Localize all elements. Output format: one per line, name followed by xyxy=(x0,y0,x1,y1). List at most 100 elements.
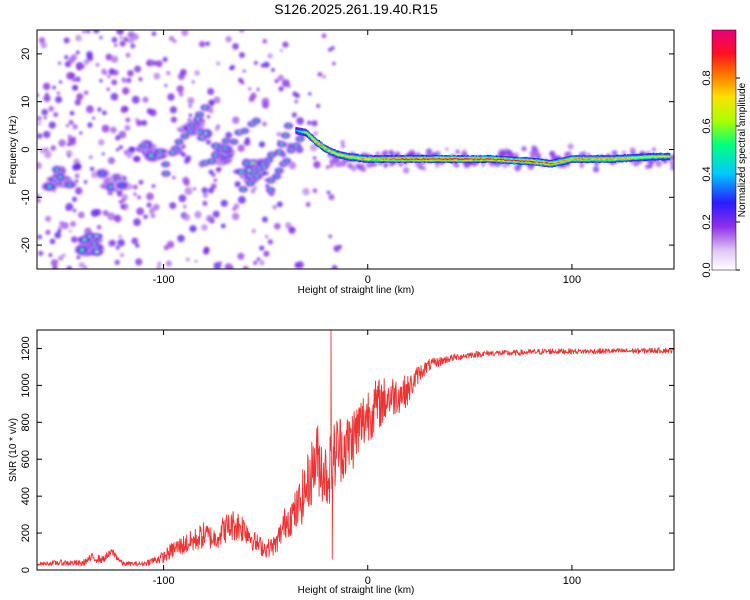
spectrogram-speckle xyxy=(308,92,312,96)
spectrogram-ridge-cell xyxy=(526,160,529,163)
spectrogram-speckle xyxy=(37,133,43,139)
spectrogram-ridge-cell xyxy=(581,158,584,160)
spectrogram-speckle xyxy=(242,69,246,73)
snr-x-tick-label: 0 xyxy=(365,575,371,587)
spectrogram-ridge-cell xyxy=(624,157,626,160)
spectrogram-ridge-cell xyxy=(568,158,571,161)
spectrogram-ridge-cell xyxy=(518,160,521,162)
spectrogram-streak-blob xyxy=(275,175,278,178)
spectrogram-ridge-cell xyxy=(596,158,599,160)
spectrogram-ridge-cell xyxy=(495,157,498,161)
spectrogram-speckle xyxy=(226,264,234,269)
spectrogram-ridge-cell xyxy=(656,156,659,158)
spectrogram-speckle xyxy=(549,150,556,158)
spectrogram-speckle xyxy=(265,235,269,239)
spectrogram-ridge-cell xyxy=(474,158,476,160)
spectrogram-ridge-cell xyxy=(642,156,645,159)
spectrogram-speckle xyxy=(445,147,449,151)
spectrogram-ridge-cell xyxy=(644,156,646,158)
spectrogram-ridge-cell xyxy=(546,162,549,164)
spectrogram-ridge-cell xyxy=(482,158,485,161)
spectrogram-cluster-blob xyxy=(148,154,154,157)
spectrogram-speckle xyxy=(131,237,139,245)
spectrogram-ridge-cell xyxy=(309,135,312,137)
spectrogram-speckle xyxy=(232,206,237,212)
spectrogram-cluster-blob xyxy=(250,162,256,165)
spectrogram-speckle xyxy=(72,208,77,213)
spectrogram-speckle xyxy=(131,95,140,104)
spectrogram-ridge-cell xyxy=(475,158,478,160)
spectrogram-speckle xyxy=(321,33,327,39)
spectrogram-speckle xyxy=(118,234,123,239)
spectrogram-streak-blob xyxy=(250,123,254,125)
spectrogram-speckle xyxy=(216,61,221,66)
snr-y-label: SNR (10 * v/v) xyxy=(8,418,19,482)
spectrogram-speckle xyxy=(276,131,282,137)
spectrogram-speckle xyxy=(313,130,318,136)
spectrogram-speckle xyxy=(86,51,93,58)
spectrogram-ridge-cell xyxy=(532,161,535,163)
spectrogram-ridge-cell xyxy=(636,157,639,159)
spectrogram-speckle xyxy=(149,210,153,214)
spectrogram-ridge-cell xyxy=(296,130,299,132)
spectrogram-ridge-cell xyxy=(335,153,338,155)
spectrogram-ridge-cell xyxy=(396,158,399,161)
spectrogram-speckle xyxy=(258,141,266,148)
spectrogram-speckle xyxy=(187,97,195,105)
spectrogram-ridge-cell xyxy=(496,158,499,161)
spectrogram-ridge-cell xyxy=(495,159,498,161)
spectrogram-ridge-cell xyxy=(649,156,652,158)
spectrogram-speckle xyxy=(455,149,460,154)
spectrogram-cluster-blob xyxy=(82,238,87,241)
spectrogram-ridge-cell xyxy=(454,158,456,160)
spectrogram-speckle xyxy=(72,124,78,130)
spectrogram-ridge-cell xyxy=(406,157,409,160)
spectrogram-streak-blob xyxy=(248,182,252,185)
spectrogram-speckle xyxy=(82,30,86,34)
spectrogram-speckle xyxy=(207,187,214,194)
spectrogram-speckle xyxy=(279,48,283,53)
spectrogram-ridge-cell xyxy=(303,131,306,133)
spectrogram-y-tick-label: -10 xyxy=(20,189,32,205)
spectrogram-speckle xyxy=(74,179,79,184)
spectrogram-speckle xyxy=(99,78,103,83)
spectrogram-ridge-cell xyxy=(355,156,358,159)
snr-x-ticks: -100 0 100 xyxy=(153,330,581,587)
spectrogram-ridge-cell xyxy=(658,155,661,158)
spectrogram-speckle xyxy=(124,124,131,131)
spectrogram-speckle xyxy=(231,212,240,221)
spectrogram-ridge-cell xyxy=(445,158,448,160)
spectrogram-speckle xyxy=(76,255,81,260)
spectrogram-speckle xyxy=(162,56,168,63)
spectrogram-ridge-cell xyxy=(481,158,483,160)
spectrogram-ridge-cell xyxy=(661,155,664,158)
spectrogram-speckle xyxy=(212,210,220,218)
spectrogram-ridge-cell xyxy=(606,158,609,160)
spectrogram-ridge-cell xyxy=(366,158,369,160)
spectrogram-ridge-cell xyxy=(312,138,315,141)
spectrogram-cluster-blob xyxy=(157,150,163,153)
spectrogram-ridge-cell xyxy=(556,161,559,163)
spectrogram-speckle xyxy=(462,149,467,154)
spectrogram-speckle xyxy=(107,75,111,79)
spectrogram-speckle xyxy=(48,105,55,112)
spectrogram-ridge-cell xyxy=(298,130,301,132)
spectrogram-speckle xyxy=(205,41,210,46)
spectrogram-ridge-cell xyxy=(584,158,586,160)
spectrogram-ridge-cell xyxy=(331,151,333,153)
spectrogram-speckle xyxy=(181,30,189,37)
spectrogram-ridge-cell xyxy=(429,158,432,160)
spectrogram-speckle xyxy=(177,234,185,243)
spectrogram-speckle xyxy=(117,191,123,197)
spectrogram-speckle xyxy=(150,213,156,219)
spectrogram-cluster-blob xyxy=(47,185,52,188)
spectrogram-speckle xyxy=(101,152,105,156)
spectrogram-ridge-cell xyxy=(599,158,602,160)
spectrogram-speckle xyxy=(189,225,197,233)
spectrogram-speckle xyxy=(45,229,51,236)
spectrogram-ridge-cell xyxy=(615,158,618,160)
spectrogram-ridge-cell xyxy=(504,159,506,161)
spectrogram-speckle xyxy=(101,68,107,75)
spectrogram-ridge-cell xyxy=(421,158,423,160)
spectrogram-ridge-cell xyxy=(622,157,625,160)
